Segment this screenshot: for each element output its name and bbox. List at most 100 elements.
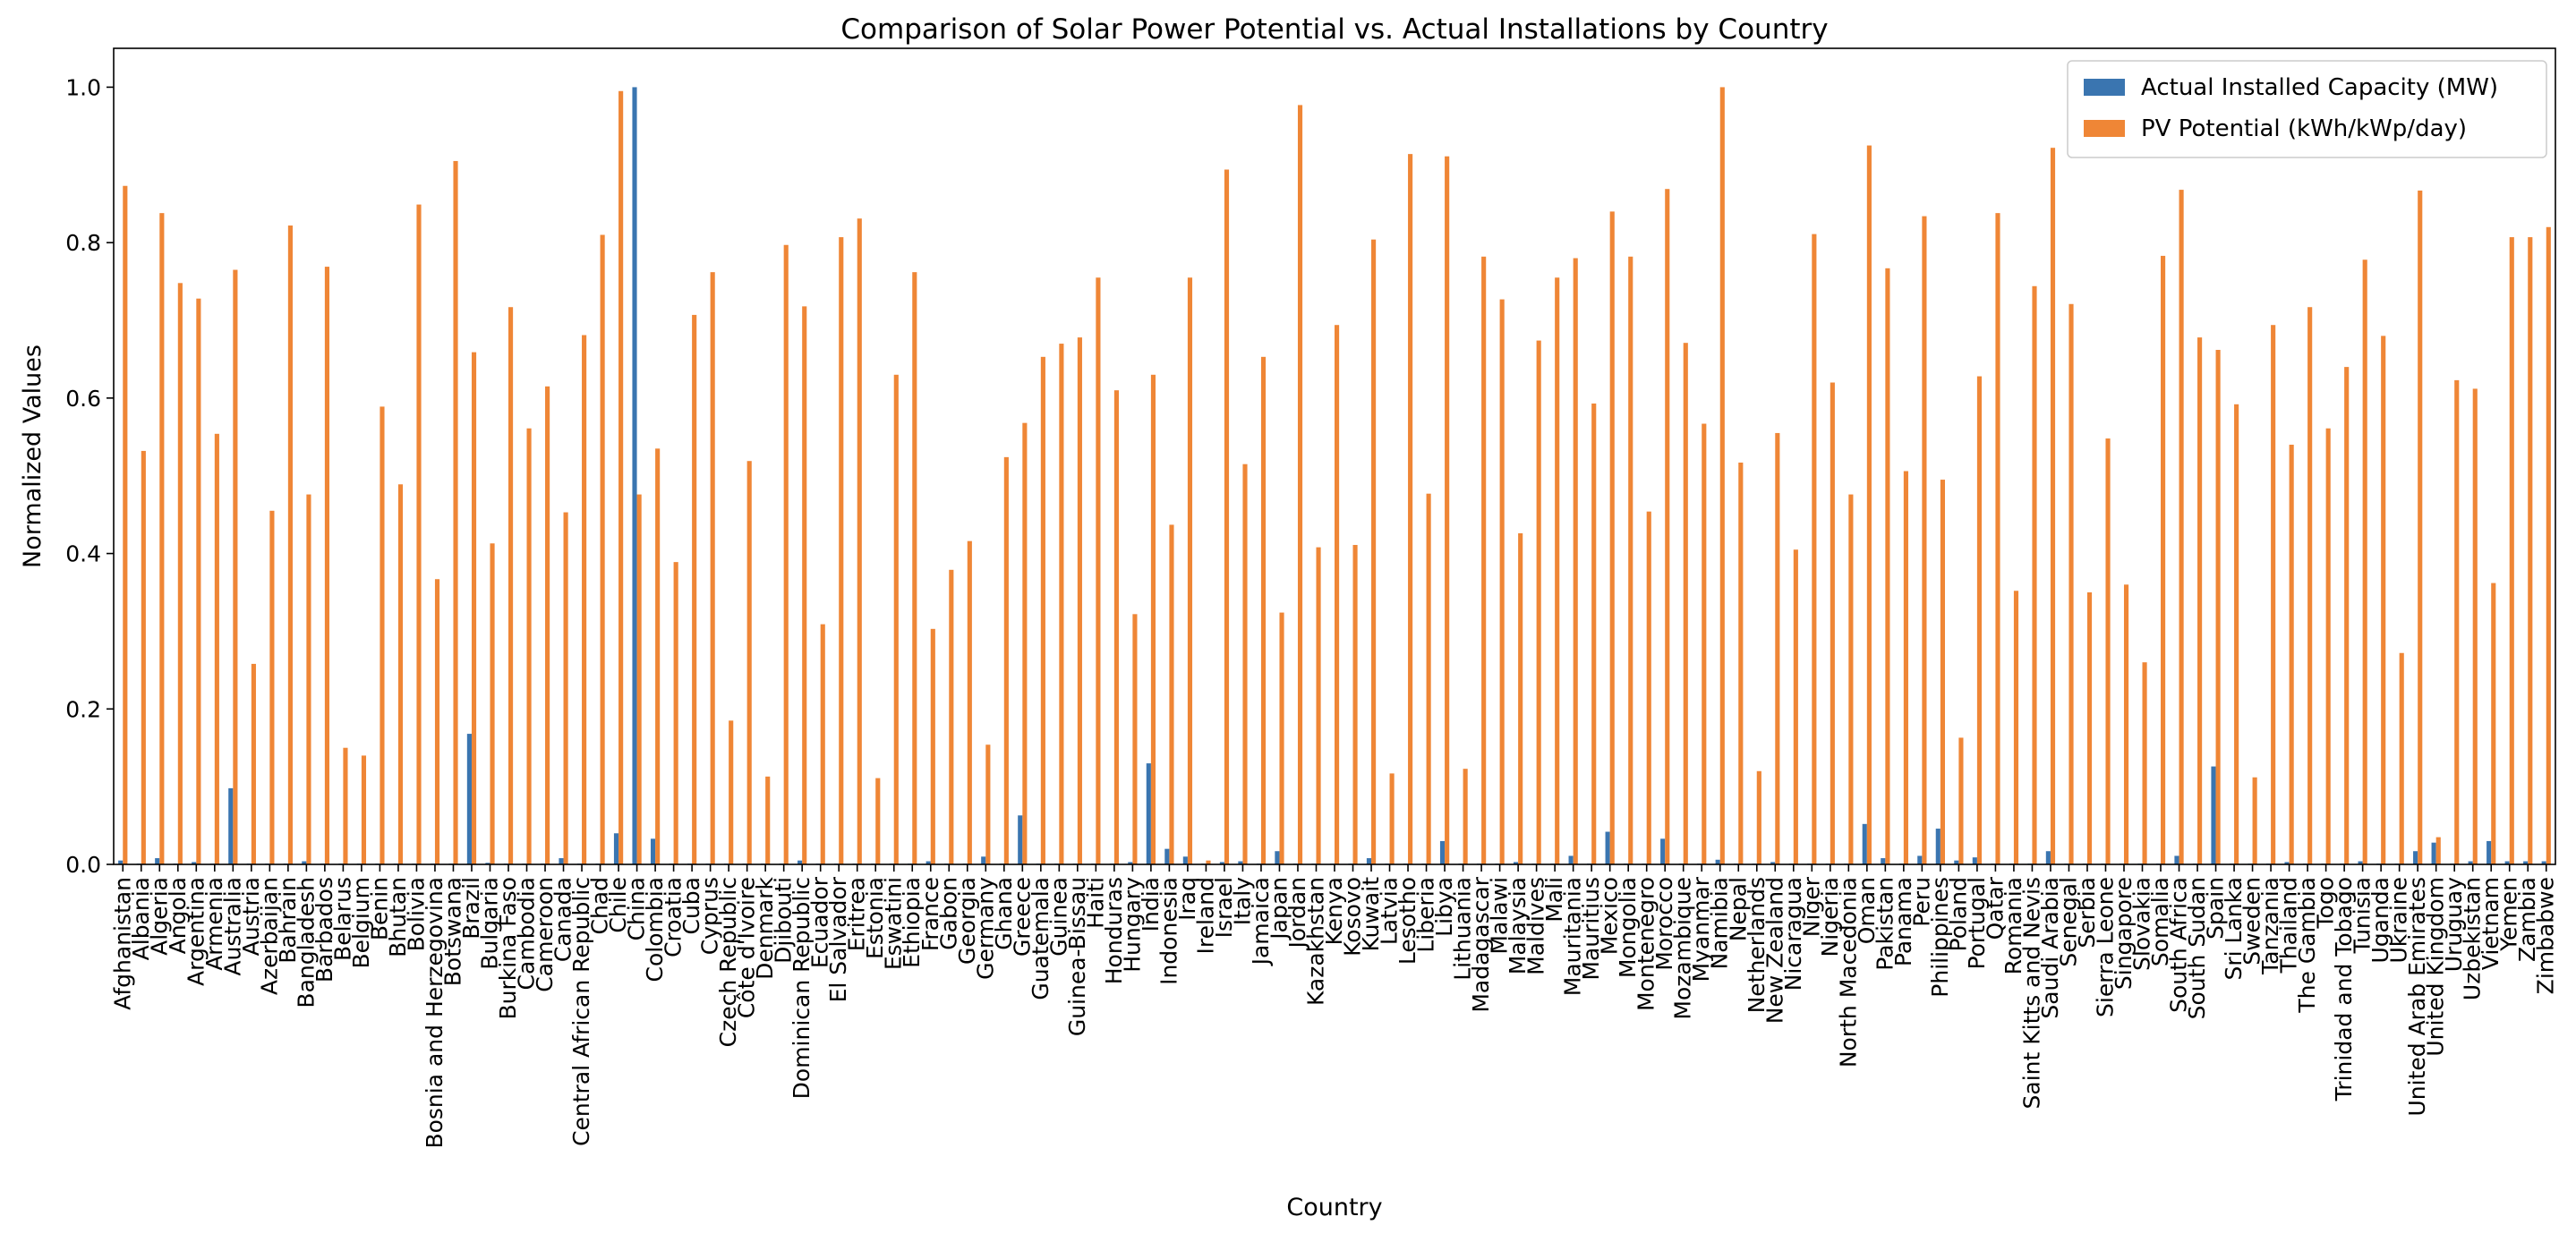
x-tick-label: Cambodia (514, 877, 540, 990)
bar-pv-126 (2435, 837, 2441, 864)
x-tick-label: Peru (1908, 877, 1934, 927)
x-tick-label: China (624, 877, 650, 940)
bar-pv-67 (1352, 545, 1358, 864)
x-tick-label: Japan (1266, 877, 1292, 941)
bar-pv-76 (1518, 532, 1523, 864)
bar-pv-125 (2418, 190, 2423, 864)
bar-pv-93 (1830, 382, 1835, 864)
legend: Actual Installed Capacity (MW) PV Potent… (2067, 60, 2547, 158)
bar-pv-30 (673, 562, 678, 864)
bar-pv-86 (1702, 423, 1707, 864)
x-tick-label: France (917, 877, 943, 951)
bar-pv-15 (397, 484, 404, 864)
bar-actual-129 (2486, 840, 2492, 864)
bar-pv-4 (196, 298, 201, 864)
x-tick-label: Gabon (935, 877, 961, 950)
y-tick-label: 0.8 (65, 230, 101, 256)
bar-pv-40 (857, 218, 862, 865)
bar-pv-68 (1371, 239, 1377, 864)
bar-pv-111 (2161, 255, 2166, 864)
x-tick-label: Cyprus (697, 877, 723, 955)
x-tick-label: Argentina (183, 877, 209, 986)
bar-actual-90 (1770, 862, 1776, 864)
x-tick-label: Mauritania (1560, 877, 1586, 996)
bar-actual-37 (798, 860, 803, 864)
bar-pv-77 (1536, 340, 1541, 865)
legend-swatch-pv-potential (2084, 120, 2125, 137)
x-tick-label: Eritrea (844, 877, 870, 951)
bar-pv-120 (2325, 428, 2331, 864)
x-tick-label: Australia (219, 877, 245, 976)
bar-pv-12 (343, 747, 348, 864)
legend-label-pv-potential: PV Potential (kWh/kWp/day) (2141, 115, 2467, 142)
bar-actual-114 (2211, 766, 2216, 864)
plot-frame (113, 47, 2556, 865)
y-tick-label: 0.4 (65, 541, 101, 567)
x-tick-label: India (1138, 877, 1164, 932)
x-tick-label: Tunisia (2350, 877, 2376, 954)
bar-pv-54 (1113, 390, 1119, 864)
bar-pv-122 (2362, 259, 2367, 864)
bar-pv-107 (2086, 592, 2093, 864)
x-tick-label: Chile (605, 877, 631, 933)
bar-pv-2 (159, 213, 165, 864)
x-tick-label: Myanmar (1688, 876, 1714, 982)
bar-actual-98 (1917, 855, 1923, 864)
bar-pv-89 (1756, 770, 1761, 864)
bar-actual-101 (1972, 857, 1977, 864)
bar-pv-29 (655, 448, 661, 864)
bar-pv-59 (1206, 860, 1211, 864)
x-tick-label: Spain (2203, 877, 2229, 940)
bar-pv-44 (930, 628, 935, 864)
bar-actual-56 (1146, 763, 1151, 864)
bar-actual-72 (1439, 840, 1446, 864)
x-tick-label: Malawi (1487, 877, 1513, 955)
x-tick-label: Jamaica (1248, 877, 1274, 966)
bar-pv-9 (287, 225, 293, 864)
bar-pv-63 (1279, 612, 1284, 864)
bar-actual-28 (632, 87, 637, 865)
x-tick-label: Armenia (201, 877, 227, 971)
x-tick-label: Senegal (2055, 877, 2081, 967)
bar-pv-48 (1003, 456, 1009, 864)
bar-pv-118 (2289, 444, 2294, 864)
bar-actual-122 (2358, 861, 2363, 864)
bar-pv-52 (1077, 337, 1082, 864)
x-tick-label: Chad (587, 877, 613, 935)
bar-pv-46 (967, 540, 972, 864)
bar-pv-88 (1738, 462, 1744, 864)
x-tick-label: Guinea (1045, 877, 1071, 957)
bar-pv-75 (1499, 299, 1505, 864)
bar-actual-19 (466, 734, 472, 864)
x-tick-label: Cameroon (532, 877, 558, 992)
chart-title: Comparison of Solar Power Potential vs. … (840, 13, 1828, 46)
x-tick-label: Zambia (2514, 877, 2540, 962)
bar-pv-95 (1866, 145, 1872, 864)
bar-pv-21 (508, 307, 514, 865)
bar-pv-116 (2252, 777, 2257, 864)
bar-pv-31 (692, 314, 697, 864)
bar-pv-53 (1096, 277, 1101, 865)
x-tick-label: Greece (1009, 877, 1035, 957)
x-tick-label: Djibouti (771, 877, 797, 964)
x-tick-label: Kuwait (1358, 877, 1384, 952)
x-tick-label: Panama (1890, 877, 1916, 966)
bar-pv-106 (2068, 303, 2074, 864)
bar-actual-118 (2284, 862, 2290, 864)
x-tick-label: Belgium (348, 877, 374, 969)
bar-pv-5 (214, 433, 219, 864)
bar-pv-71 (1426, 493, 1431, 864)
x-tick-label: Italy (1229, 877, 1255, 925)
x-tick-label: Ukraine (2386, 877, 2412, 964)
bar-pv-32 (710, 272, 715, 864)
x-axis-title: Country (1286, 1194, 1382, 1221)
x-tick-label: Germany (972, 877, 998, 980)
x-tick-label: Ecuador (807, 876, 833, 968)
bar-actual-81 (1605, 831, 1610, 864)
x-tick-label: Austria (238, 877, 264, 956)
x-tick-label: Latvia (1377, 877, 1403, 945)
bar-pv-8 (269, 510, 275, 864)
bar-pv-41 (875, 778, 881, 864)
bar-actual-130 (2504, 861, 2510, 864)
